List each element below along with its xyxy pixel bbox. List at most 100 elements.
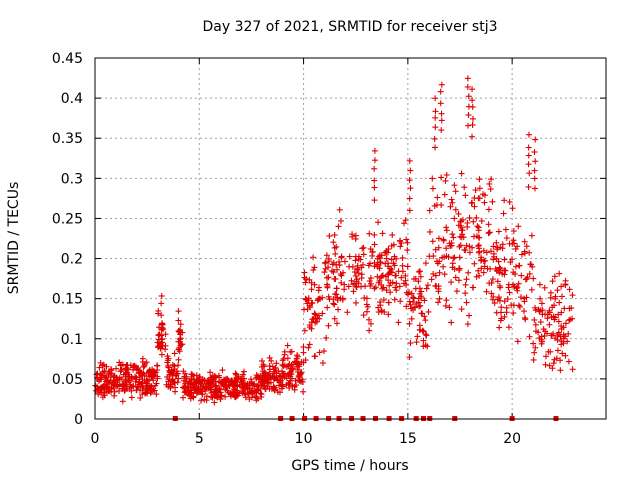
data-point: [179, 384, 186, 391]
data-point: [366, 230, 373, 237]
data-point: [379, 230, 386, 237]
data-point: [402, 217, 409, 224]
data-point: [456, 254, 463, 261]
data-point: [246, 382, 253, 389]
data-point: [478, 265, 485, 272]
data-point: [393, 280, 400, 287]
data-point: [164, 359, 171, 366]
data-point: [209, 372, 216, 379]
data-point: [335, 306, 342, 313]
data-point: [388, 242, 395, 249]
data-point: [180, 377, 187, 384]
data-point: [438, 202, 445, 209]
data-point: [234, 389, 241, 396]
data-point: [378, 273, 385, 280]
data-point: [132, 378, 139, 385]
data-point: [528, 286, 535, 293]
data-point: [400, 220, 407, 227]
data-point: [338, 272, 345, 279]
data-point: [406, 320, 413, 327]
data-point: [562, 282, 569, 289]
data-point: [158, 300, 165, 307]
data-point: [420, 337, 427, 344]
data-point: [509, 205, 516, 212]
data-point: [553, 355, 560, 362]
data-point: [384, 260, 391, 267]
data-point: [395, 319, 402, 326]
data-point: [556, 270, 563, 277]
data-point: [128, 373, 135, 380]
data-point: [493, 309, 500, 316]
data-point: [458, 170, 465, 177]
data-point: [501, 256, 508, 263]
data-point: [486, 229, 493, 236]
data-point: [284, 342, 291, 349]
data-point: [429, 175, 436, 182]
data-point: [305, 344, 312, 351]
data-point: [558, 293, 565, 300]
data-point: [510, 237, 517, 244]
data-point: [212, 391, 219, 398]
data-point: [487, 248, 494, 255]
data-point: [155, 324, 162, 331]
data-point: [334, 297, 341, 304]
data-point: [515, 280, 522, 287]
data-point: [99, 394, 106, 401]
data-point: [555, 318, 562, 325]
data-point: [139, 355, 146, 362]
data-point: [498, 315, 505, 322]
data-point: [541, 332, 548, 339]
data-point: [525, 144, 532, 151]
data-point: [352, 272, 359, 279]
data-point: [263, 377, 270, 384]
y-tick-label: 0.3: [61, 171, 83, 187]
data-point: [522, 316, 529, 323]
data-point: [546, 362, 553, 369]
data-point: [453, 288, 460, 295]
data-point: [217, 379, 224, 386]
data-point: [393, 255, 400, 262]
data-point: [320, 348, 327, 355]
data-point: [385, 299, 392, 306]
data-point: [475, 227, 482, 234]
data-point: [465, 269, 472, 276]
data-point: [272, 364, 279, 371]
data-point: [268, 386, 275, 393]
data-point: [431, 202, 438, 209]
data-point: [468, 200, 475, 207]
data-point: [561, 305, 568, 312]
data-point: [166, 367, 173, 374]
data-point: [97, 384, 104, 391]
data-point: [497, 284, 504, 291]
data-point: [530, 275, 537, 282]
data-point: [111, 372, 118, 379]
data-point: [323, 274, 330, 281]
data-point: [419, 310, 426, 317]
data-point: [371, 197, 378, 204]
data-point: [152, 382, 159, 389]
data-point: [301, 269, 308, 276]
data-point: [501, 267, 508, 274]
data-point: [331, 301, 338, 308]
data-point: [550, 313, 557, 320]
data-point: [93, 371, 100, 378]
data-point: [393, 272, 400, 279]
data-point: [344, 309, 351, 316]
data-point: [549, 304, 556, 311]
data-point: [285, 371, 292, 378]
data-point: [465, 122, 472, 129]
data-point: [408, 315, 415, 322]
data-point: [385, 246, 392, 253]
data-point: [164, 353, 171, 360]
data-point: [476, 272, 483, 279]
data-point: [175, 317, 182, 324]
y-axis-label: SRMTID / TECUs: [6, 182, 22, 295]
data-point: [438, 127, 445, 134]
data-point: [374, 273, 381, 280]
data-point: [539, 338, 546, 345]
data-point: [353, 276, 360, 283]
data-point: [405, 291, 412, 298]
data-point: [279, 383, 286, 390]
data-point: [549, 278, 556, 285]
data-point: [481, 199, 488, 206]
